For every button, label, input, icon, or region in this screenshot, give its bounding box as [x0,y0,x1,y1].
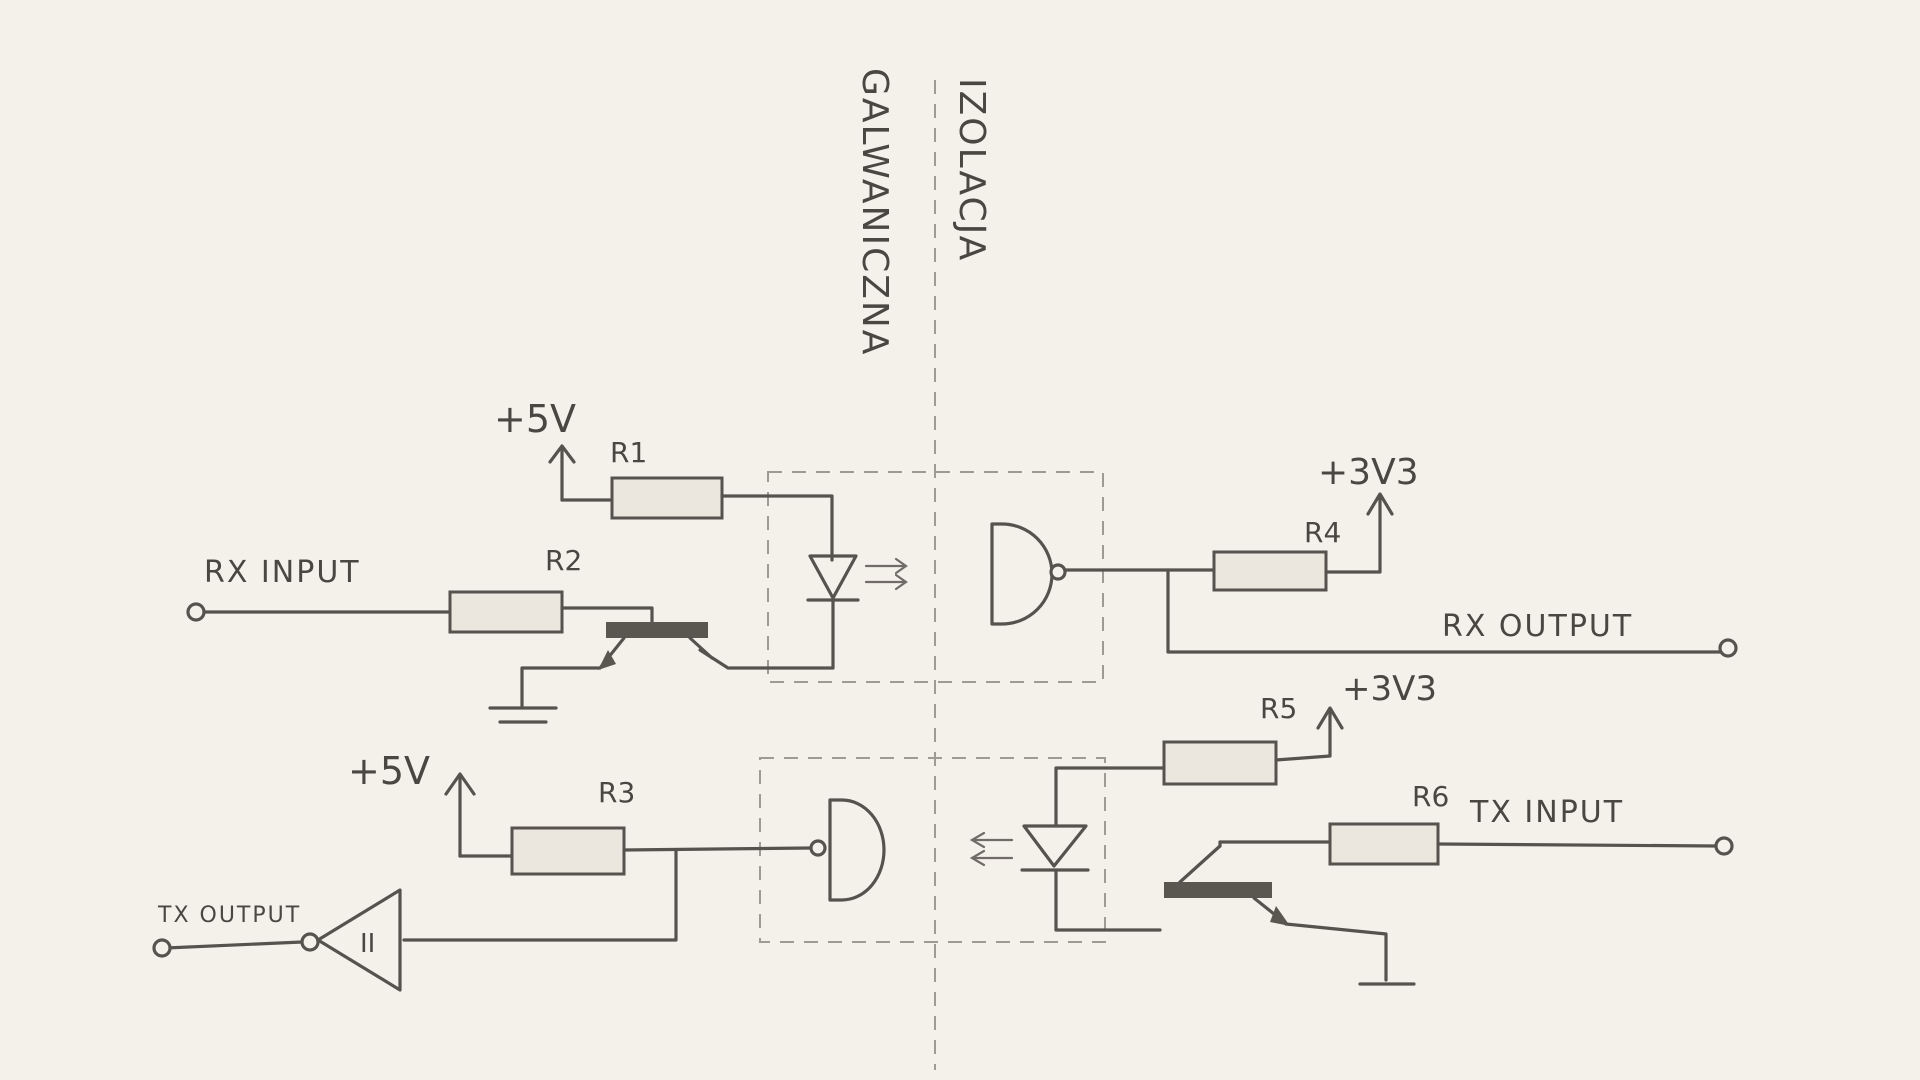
resistor-r1-label: R1 [610,436,647,469]
supply-label-5v-rx: +5V [494,397,576,441]
tx-output-terminal[interactable] [152,938,172,958]
resistor-r5-label: R5 [1260,692,1297,725]
tx-input-label: TX INPUT [1469,795,1624,830]
resistor-r3-label: R3 [598,776,635,809]
resistor-r1 [610,476,724,520]
rx-input-label: RX INPUT [204,555,361,590]
supply-label-5v-tx: +5V [348,749,430,793]
nand-gate-rx-icon [990,522,1067,626]
resistor-r3 [510,826,626,876]
resistor-r4 [1212,550,1328,592]
schmitt-symbol: II [360,929,375,959]
transistor-tx-icon [1164,844,1290,926]
optocoupler-rx-box [767,471,1104,683]
resistor-r4-label: R4 [1304,516,1341,549]
resistor-r6 [1328,822,1440,866]
isolation-title-line2: GALWANICZNA [854,68,895,356]
resistor-r2-label: R2 [545,544,582,577]
rx-output-label: RX OUTPUT [1442,609,1633,644]
transistor-rx-icon [598,622,714,670]
led-tx-icon [969,824,1090,872]
rx-input-terminal[interactable] [186,602,206,622]
resistor-r5 [1162,740,1278,786]
resistor-r6-label: R6 [1412,780,1449,813]
vcc-5v-tx-arrow [444,772,476,858]
nand-gate-tx-icon [809,798,886,902]
vcc-3v3-tx-arrow [1316,706,1344,730]
resistor-r2 [448,590,564,634]
schmitt-inverter-icon: II [300,888,402,992]
supply-label-3v3-rx: +3V3 [1318,452,1419,493]
tx-input-terminal[interactable] [1714,836,1734,856]
ground-rx-icon [488,706,558,724]
vcc-3v3-rx-arrow [1366,492,1394,516]
tx-output-label: TX OUTPUT [157,903,301,928]
led-rx-icon [806,554,908,602]
vcc-5v-rx-arrow [548,444,576,502]
rx-output-terminal[interactable] [1718,638,1738,658]
isolation-title-line1: IZOLACJA [951,78,992,262]
supply-label-3v3-tx: +3V3 [1342,669,1437,709]
